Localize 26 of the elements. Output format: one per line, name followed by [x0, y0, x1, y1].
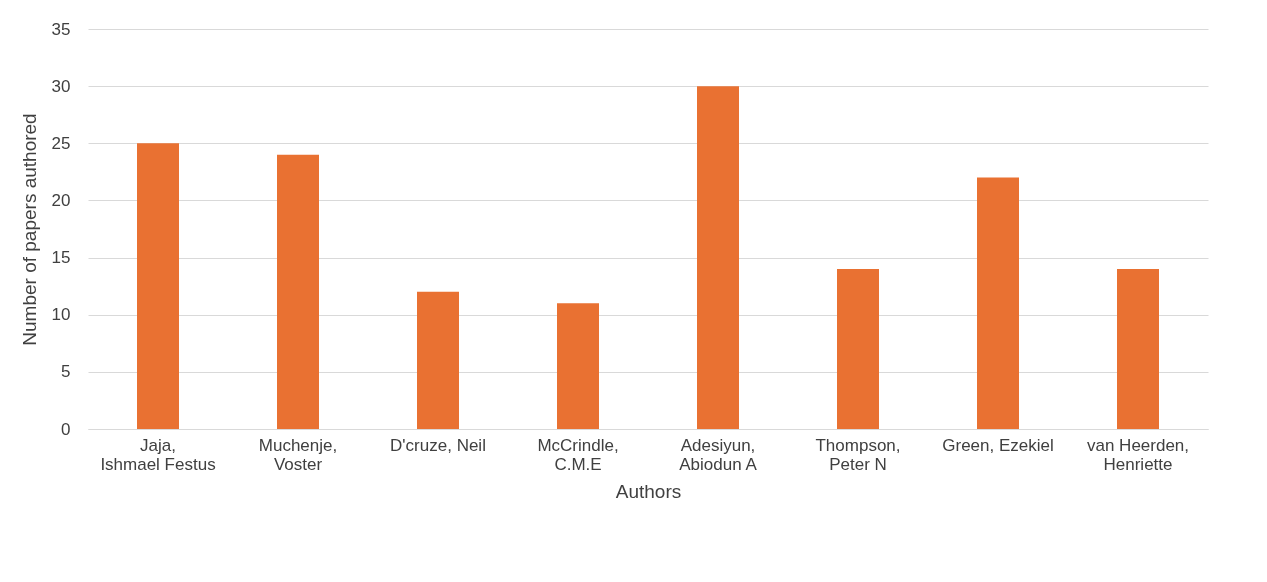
x-tick-label: Jaja, Ishmael Festus	[100, 435, 216, 474]
y-tick-label: 20	[51, 190, 71, 210]
bar	[697, 86, 739, 429]
bar	[277, 154, 319, 429]
bar	[557, 303, 599, 429]
y-tick-label: 5	[61, 362, 71, 382]
bar	[417, 291, 459, 429]
bar	[837, 269, 879, 429]
y-tick-label: 25	[51, 133, 71, 153]
x-axis-title: Authors	[615, 480, 682, 502]
y-tick-label: 35	[51, 19, 71, 39]
bar	[137, 143, 179, 429]
x-tick-label: Thompson, Peter N	[815, 435, 901, 474]
y-tick-label: 10	[51, 305, 71, 325]
x-tick-label: Muchenje, Voster	[258, 435, 338, 474]
y-tick-label: 30	[51, 76, 71, 96]
y-axis-title: Number of papers authored	[18, 113, 40, 346]
x-tick-label: Green, Ezekiel	[942, 435, 1054, 455]
bar	[977, 177, 1019, 429]
bar	[1117, 269, 1159, 429]
x-tick-label: McCrindle, C.M.E	[537, 435, 619, 474]
x-tick-label: D'cruze, Neil	[390, 435, 486, 455]
x-tick-label: Adesiyun, Abiodun A	[679, 435, 758, 474]
y-tick-label: 0	[61, 419, 71, 439]
y-tick-label: 15	[51, 248, 71, 268]
x-tick-label: van Heerden, Henriette	[1086, 435, 1190, 474]
